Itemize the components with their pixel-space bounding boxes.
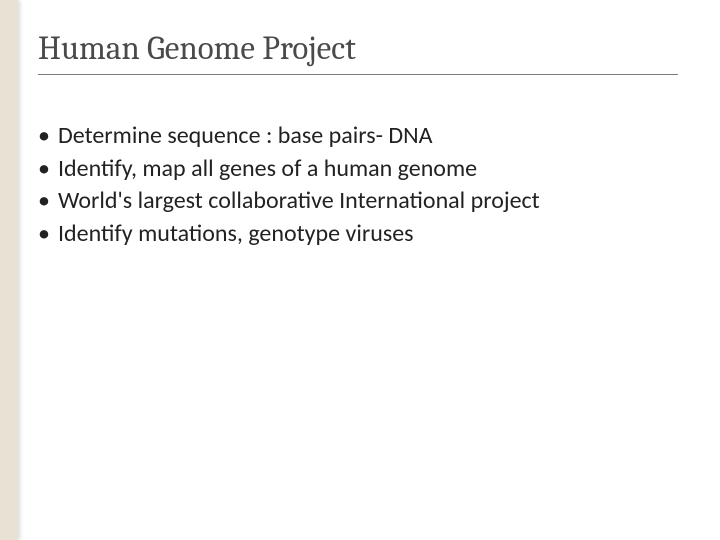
bullet-item: Identify, map all genes of a human genom…	[38, 154, 678, 185]
bullet-item: Determine sequence : base pairs- DNA	[38, 121, 678, 152]
bullet-list: Determine sequence : base pairs- DNA Ide…	[38, 121, 678, 250]
accent-sidebar	[0, 0, 18, 540]
slide-title: Human Genome Project	[38, 30, 678, 75]
slide-content: Human Genome Project Determine sequence …	[38, 30, 678, 252]
bullet-item: World's largest collaborative Internatio…	[38, 186, 678, 217]
bullet-item: Identify mutations, genotype viruses	[38, 219, 678, 250]
